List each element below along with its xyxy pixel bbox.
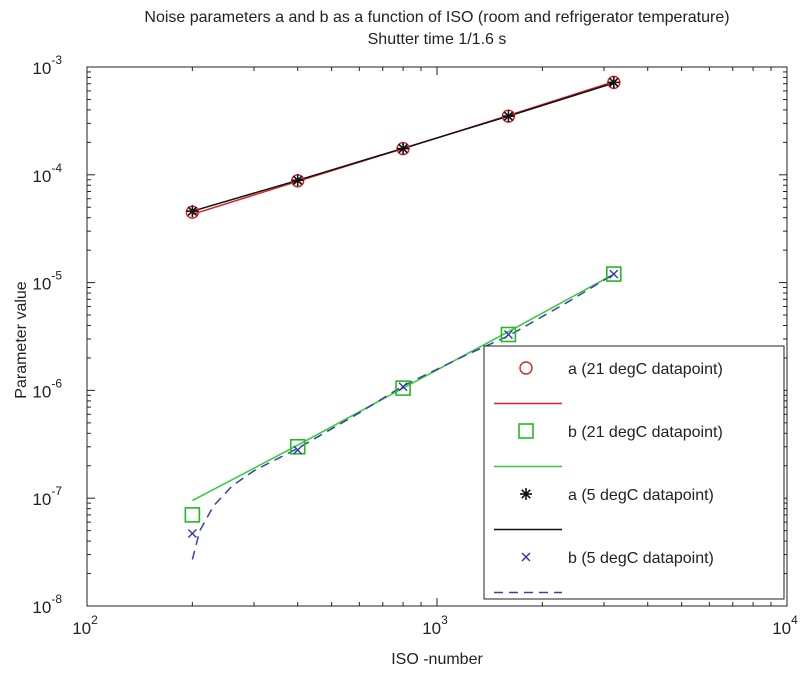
y-tick-exponent: -4 bbox=[51, 161, 62, 175]
legend-label: b (21 degC datapoint) bbox=[568, 424, 723, 441]
legend-marker bbox=[521, 552, 531, 562]
asterisk-stroke bbox=[292, 175, 303, 186]
x-tick-label: 102 bbox=[72, 613, 98, 638]
x-tick-exponent: 4 bbox=[791, 613, 798, 627]
legend-label: a (5 degC datapoint) bbox=[568, 487, 714, 504]
legend-box bbox=[483, 345, 785, 600]
asterisk-stroke bbox=[187, 206, 198, 216]
x-tick-exponent: 3 bbox=[441, 613, 448, 627]
data-point bbox=[500, 326, 517, 343]
data-point bbox=[184, 507, 201, 523]
legend-marker bbox=[518, 423, 534, 439]
y-tick-label: 10-7 bbox=[32, 484, 62, 509]
data-point bbox=[502, 110, 515, 123]
legend-marker bbox=[519, 361, 533, 375]
x-tick-label: 104 bbox=[772, 613, 798, 638]
y-tick-exponent: -5 bbox=[51, 269, 62, 283]
x-stroke bbox=[187, 529, 197, 539]
y-tick-label: 10-3 bbox=[32, 53, 62, 78]
series-markers-3 bbox=[187, 269, 619, 539]
asterisk-stroke bbox=[503, 111, 514, 121]
y-tick-label: 10-8 bbox=[32, 592, 62, 617]
x-stroke bbox=[521, 552, 531, 562]
x-tick-label: 103 bbox=[422, 613, 448, 638]
data-point bbox=[609, 269, 619, 279]
asterisk-stroke bbox=[398, 143, 408, 154]
data-point bbox=[186, 205, 199, 218]
data-point bbox=[395, 380, 411, 396]
asterisk-stroke bbox=[521, 489, 531, 499]
data-point bbox=[293, 445, 303, 455]
asterisk-stroke bbox=[608, 77, 619, 88]
series-markers-1 bbox=[184, 266, 622, 523]
data-point bbox=[606, 266, 622, 282]
data-point bbox=[398, 382, 408, 392]
legend-label: b (5 degC datapoint) bbox=[568, 550, 714, 567]
data-point bbox=[607, 76, 620, 89]
data-point bbox=[289, 438, 306, 455]
series-line-1 bbox=[192, 273, 615, 502]
y-tick-label: 10-6 bbox=[32, 376, 62, 401]
x-stroke bbox=[293, 445, 303, 455]
series-markers-2 bbox=[186, 76, 620, 218]
y-tick-exponent: -8 bbox=[51, 592, 62, 606]
x-stroke bbox=[503, 330, 513, 339]
x-axis-label: ISO -number bbox=[391, 651, 483, 668]
y-tick-label: 10-4 bbox=[32, 161, 62, 186]
data-point bbox=[187, 529, 197, 539]
y-tick-exponent: -6 bbox=[51, 376, 62, 390]
data-point bbox=[397, 142, 410, 155]
y-axis-label: Parameter value bbox=[13, 281, 30, 398]
legend-marker bbox=[520, 488, 532, 500]
series-line-3 bbox=[191, 273, 615, 560]
y-tick-exponent: -7 bbox=[51, 484, 62, 498]
chart-subtitle: Shutter time 1/1.6 s bbox=[368, 31, 507, 48]
x-tick-exponent: 2 bbox=[91, 613, 98, 627]
y-tick-label: 10-5 bbox=[32, 269, 62, 294]
data-point bbox=[291, 174, 304, 187]
x-stroke bbox=[609, 269, 619, 279]
x-stroke bbox=[398, 382, 408, 392]
data-point bbox=[503, 330, 513, 339]
legend: a (21 degC datapoint) b (21 degC datapoin… bbox=[483, 345, 785, 600]
chart-title: Noise parameters a and b as a function o… bbox=[144, 9, 729, 26]
y-tick-exponent: -3 bbox=[51, 53, 62, 67]
legend-label: a (21 degC datapoint) bbox=[568, 361, 723, 378]
